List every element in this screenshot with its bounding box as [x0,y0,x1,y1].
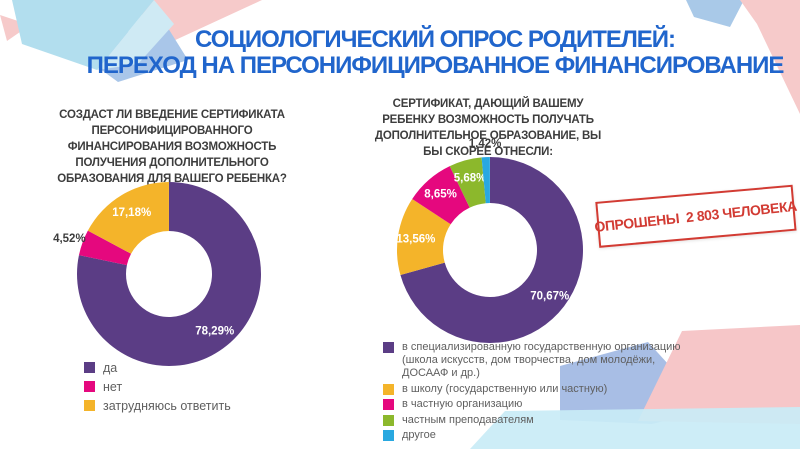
donut-slice-1 [78,230,132,266]
legend-item-2: затрудняюсь ответить [84,399,231,413]
legend-label-0: в специализированную государственную орг… [402,341,681,379]
donut-slice-1 [397,199,451,275]
legend-item-4: другое [383,429,693,442]
legend-swatch-2 [383,399,394,410]
legend-item-0: да [84,361,231,375]
right-donut-chart: 70,67% 13,56% 8,65% 5,68% 1,42% [396,138,583,343]
legend-label-0: да [103,361,118,375]
legend-label-2: затрудняюсь ответить [103,399,231,413]
donut-slice-2 [87,182,169,254]
slice-value-label-2: 17,18% [112,207,151,219]
slice-value-label-3: 5,68% [454,173,487,185]
slice-value-label-0: 70,67% [530,290,569,302]
main-title-line1: СОЦИОЛОГИЧЕСКИЙ ОПРОС РОДИТЕЛЕЙ: [194,26,676,53]
legend-item-2: в частную организацию [383,398,693,411]
slice-value-label-2: 8,65% [424,189,457,201]
right-chart-legend: в специализированную государственную орг… [383,341,693,445]
legend-item-3: частным преподавателям [383,414,693,427]
donut-slice-0 [400,157,583,343]
legend-swatch-3 [383,414,394,426]
legend-swatch-0 [383,342,394,353]
legend-swatch-2 [84,400,95,411]
legend-item-1: нет [84,380,231,394]
left-chart-question: СОЗДАСТ ЛИ ВВЕДЕНИЕ СЕРТИФИКАТА ПЕРСОНИФ… [57,109,287,185]
left-chart-legend: да нет затрудняюсь ответить [84,361,231,418]
legend-label-1: в школу (государственную или частную) [402,382,608,395]
survey-stamp-text: ОПРОШЕНЫ 2 803 ЧЕЛОВЕКА [593,197,798,235]
legend-swatch-1 [383,383,394,395]
right-chart-question: СЕРТИФИКАТ, ДАЮЩИЙ ВАШЕМУ РЕБЕНКУ ВОЗМОЖ… [374,98,602,158]
legend-swatch-0 [84,362,95,373]
slice-value-label-1: 13,56% [396,234,435,246]
legend-label-1: нет [103,380,123,394]
legend-label-4: другое [402,429,436,441]
legend-item-0: в специализированную государственную орг… [383,341,693,380]
legend-label-3: частным преподавателям [402,413,534,426]
donut-slice-2 [412,166,470,225]
main-title: СОЦИОЛОГИЧЕСКИЙ ОПРОС РОДИТЕЛЕЙ: ПЕРЕХОД… [70,27,800,79]
slice-value-label-4: 1,42% [469,138,502,150]
legend-swatch-4 [383,430,394,441]
legend-item-1: в школу (государственную или частную) [383,383,693,396]
legend-swatch-1 [84,381,95,392]
slice-value-label-1: 4,52% [53,233,86,245]
slice-value-label-0: 78,29% [195,325,234,337]
decor-top-left-pink-sliver [0,15,30,41]
legend-label-2: в частную организацию [402,398,523,410]
decor-top-right-blue [686,0,744,27]
left-donut-chart: 78,29% 4,52% 17,18% [53,182,261,366]
donut-slice-3 [449,157,486,208]
donut-slice-4 [481,157,490,204]
main-title-line2: ПЕРЕХОД НА ПЕРСОНИФИЦИРОВАННОЕ ФИНАНСИРО… [86,52,785,79]
donut-slice-0 [77,182,261,366]
